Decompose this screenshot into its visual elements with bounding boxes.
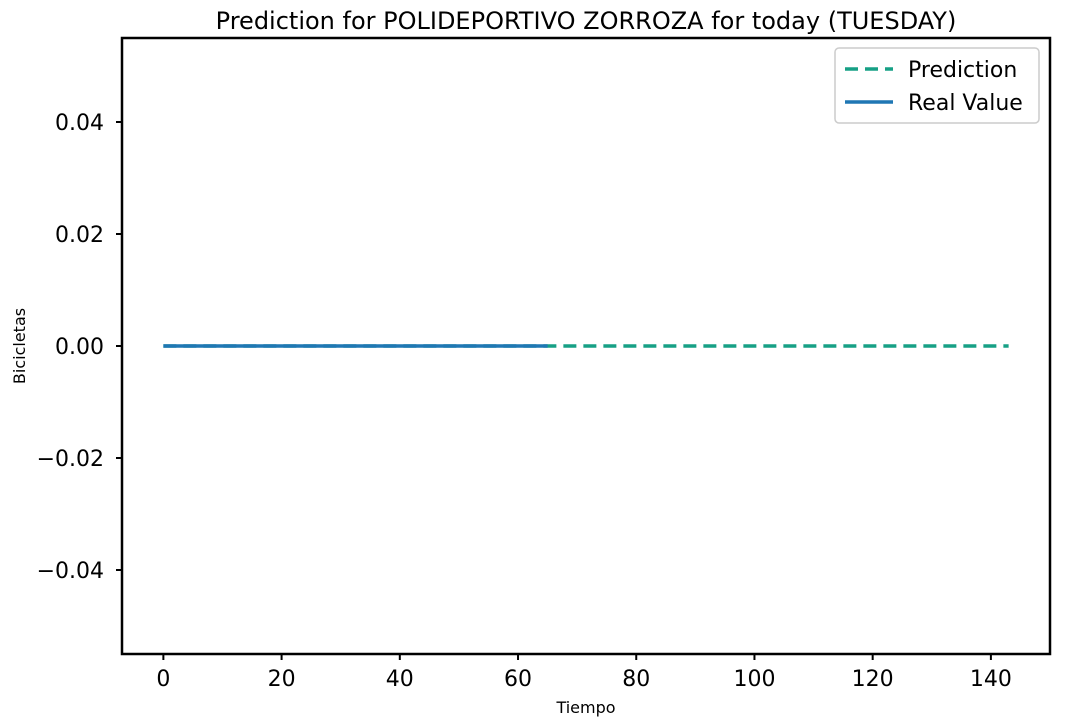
- y-tick-label: 0.04: [55, 111, 104, 136]
- x-tick-label: 120: [852, 667, 894, 692]
- y-tick-label: −0.02: [37, 447, 104, 472]
- x-tick-label: 60: [504, 667, 532, 692]
- y-tick-label: 0.02: [55, 223, 104, 248]
- chart-title: Prediction for POLIDEPORTIVO ZORROZA for…: [216, 7, 957, 35]
- y-tick-label: 0.00: [55, 335, 104, 360]
- legend-label: Prediction: [908, 58, 1017, 83]
- legend: Prediction Real Value: [834, 47, 1040, 124]
- x-tick-label: 40: [386, 667, 414, 692]
- plot-area: [120, 36, 1052, 656]
- y-axis: 0.04 0.02 0.00 −0.02 −0.04: [37, 111, 122, 584]
- x-tick-label: 80: [622, 667, 650, 692]
- x-axis-label: Tiempo: [555, 698, 615, 717]
- legend-box: [834, 47, 1040, 124]
- y-axis-label: Bicicletas: [10, 308, 29, 384]
- legend-label: Real Value: [908, 91, 1023, 116]
- x-tick-label: 140: [970, 667, 1012, 692]
- y-tick-label: −0.04: [37, 559, 104, 584]
- x-tick-label: 20: [268, 667, 296, 692]
- x-tick-label: 100: [733, 667, 775, 692]
- x-axis: 0 20 40 60 80 100 120 140: [156, 654, 1012, 692]
- x-tick-label: 0: [156, 667, 170, 692]
